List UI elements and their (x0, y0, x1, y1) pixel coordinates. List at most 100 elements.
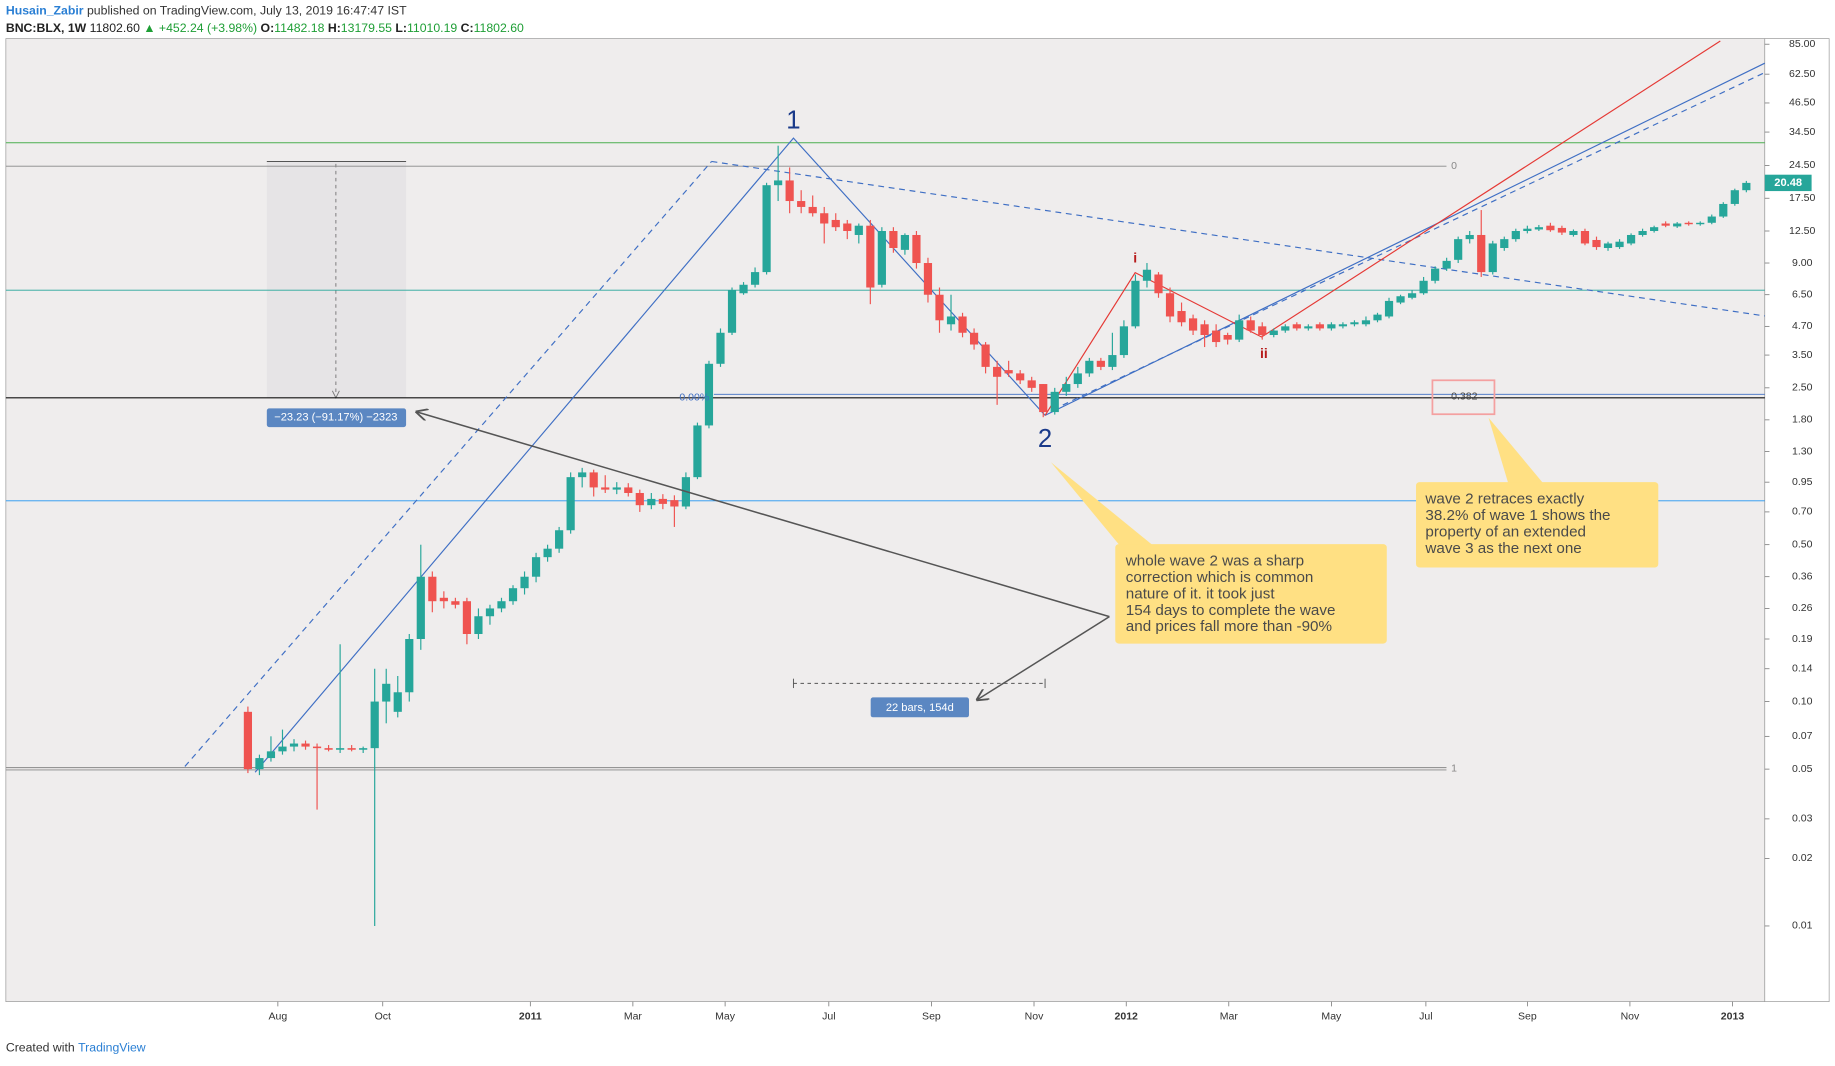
callout-line: nature of it. it took just (1126, 585, 1276, 602)
brand[interactable]: TradingView (78, 1041, 146, 1055)
arrow (977, 616, 1110, 700)
candle-body (416, 576, 425, 640)
candle-body (1131, 280, 1140, 327)
candle-body (1592, 239, 1601, 248)
candle-body (1603, 243, 1613, 248)
y-tick-label: 0.95 (1792, 476, 1813, 488)
candle-body (1165, 293, 1175, 317)
candle-body (900, 234, 910, 250)
candle-body (382, 683, 391, 702)
y-tick-label: 0.01 (1792, 920, 1813, 932)
y-tick-label: 12.50 (1789, 225, 1815, 237)
created: Created with (6, 1041, 75, 1055)
callout-line: 154 days to complete the wave (1126, 602, 1336, 619)
candle-body (1050, 391, 1059, 413)
candle-body (762, 185, 771, 273)
candle-body (1096, 360, 1105, 367)
candle-body (1085, 360, 1094, 374)
c-label: C: (461, 22, 474, 36)
symbol: BNC:BLX, 1W (6, 22, 87, 36)
candle-body (508, 588, 518, 602)
x-tick-label: Mar (624, 1011, 643, 1023)
candle-body (1246, 320, 1255, 331)
candle-body (635, 492, 644, 506)
callout-line: and prices fall more than -90% (1126, 618, 1332, 635)
candle-body (935, 294, 944, 321)
candle-body (1200, 324, 1209, 336)
candle-body (1315, 324, 1324, 329)
candle-body (1062, 384, 1071, 392)
candle-body (543, 548, 552, 558)
candle-body (1719, 203, 1728, 217)
callout (1416, 482, 1659, 568)
channel-line (1044, 62, 1766, 416)
x-tick-label: Mar (1220, 1011, 1239, 1023)
candle-body (981, 344, 990, 367)
candle-body (1742, 182, 1751, 191)
measure-label: −23.23 (−91.17%) −2323 (274, 412, 397, 424)
o: 11482.18 (274, 22, 324, 36)
candle-body (727, 290, 737, 333)
y-tick-label: 4.70 (1792, 320, 1813, 332)
candle-body (1235, 320, 1244, 340)
y-tick-label: 0.26 (1792, 602, 1813, 614)
callout-line: wave 3 as the next one (1424, 540, 1581, 557)
y-tick-label: 24.50 (1789, 159, 1815, 171)
x-tick-label: May (1321, 1011, 1342, 1023)
candle-body (820, 213, 829, 224)
candle-body (555, 530, 564, 549)
candle-body (324, 748, 333, 750)
y-tick-label: 0.02 (1792, 852, 1813, 864)
candle-body (336, 748, 345, 750)
fib-label: 1 (1451, 763, 1457, 775)
candle-body (520, 576, 529, 589)
candle-body (831, 219, 840, 228)
candle-body (497, 601, 506, 609)
candle-body (1707, 216, 1716, 223)
candle-body (405, 639, 414, 693)
candle-body (969, 332, 979, 345)
y-tick-label: 6.50 (1792, 289, 1813, 301)
grid-layer: 85.0062.5046.5034.5024.5017.5012.509.006… (269, 38, 1816, 1023)
candle-body (693, 425, 702, 478)
fib-label: 0 (1451, 160, 1457, 172)
y-tick-label: 9.00 (1792, 257, 1813, 269)
candle-body (889, 231, 898, 248)
candle-body (266, 751, 276, 759)
candle-body (347, 748, 356, 750)
candle-body (1431, 268, 1440, 281)
candle-body (1569, 231, 1578, 235)
channel-line (184, 161, 712, 767)
candle-body (1327, 324, 1336, 329)
header: Husain_Zabir published on TradingView.co… (6, 4, 407, 18)
x-tick-label: Jul (822, 1011, 835, 1023)
candle-body (624, 487, 633, 493)
last-price-label: 20.48 (1774, 177, 1802, 189)
candle-body (1534, 227, 1543, 230)
candle-body (739, 284, 748, 294)
h-label: H: (328, 22, 341, 36)
author[interactable]: Husain_Zabir (6, 4, 84, 18)
candle-body (877, 231, 886, 285)
y-tick-label: 0.70 (1792, 506, 1813, 518)
candle-body (1396, 296, 1405, 303)
candle-body (1546, 225, 1555, 231)
candle-body (1638, 231, 1647, 235)
candle-body (1626, 234, 1636, 244)
candle-body (1027, 380, 1036, 388)
footer: Created with TradingView (6, 1041, 146, 1055)
candle-body (912, 234, 921, 264)
candle-body (1511, 231, 1520, 240)
wave-label: i (1133, 249, 1137, 265)
x-tick-label: 2013 (1721, 1011, 1745, 1023)
callout (1115, 544, 1387, 644)
y-tick-label: 0.03 (1792, 813, 1813, 825)
candle-body (1073, 373, 1082, 385)
candle-body (462, 601, 472, 635)
measure-label-box (266, 408, 407, 428)
x-tick-label: Nov (1025, 1011, 1044, 1023)
candle-body (1454, 239, 1463, 260)
candle-body (1696, 222, 1705, 225)
candle-body (1580, 231, 1590, 244)
candle-body (1304, 326, 1313, 329)
